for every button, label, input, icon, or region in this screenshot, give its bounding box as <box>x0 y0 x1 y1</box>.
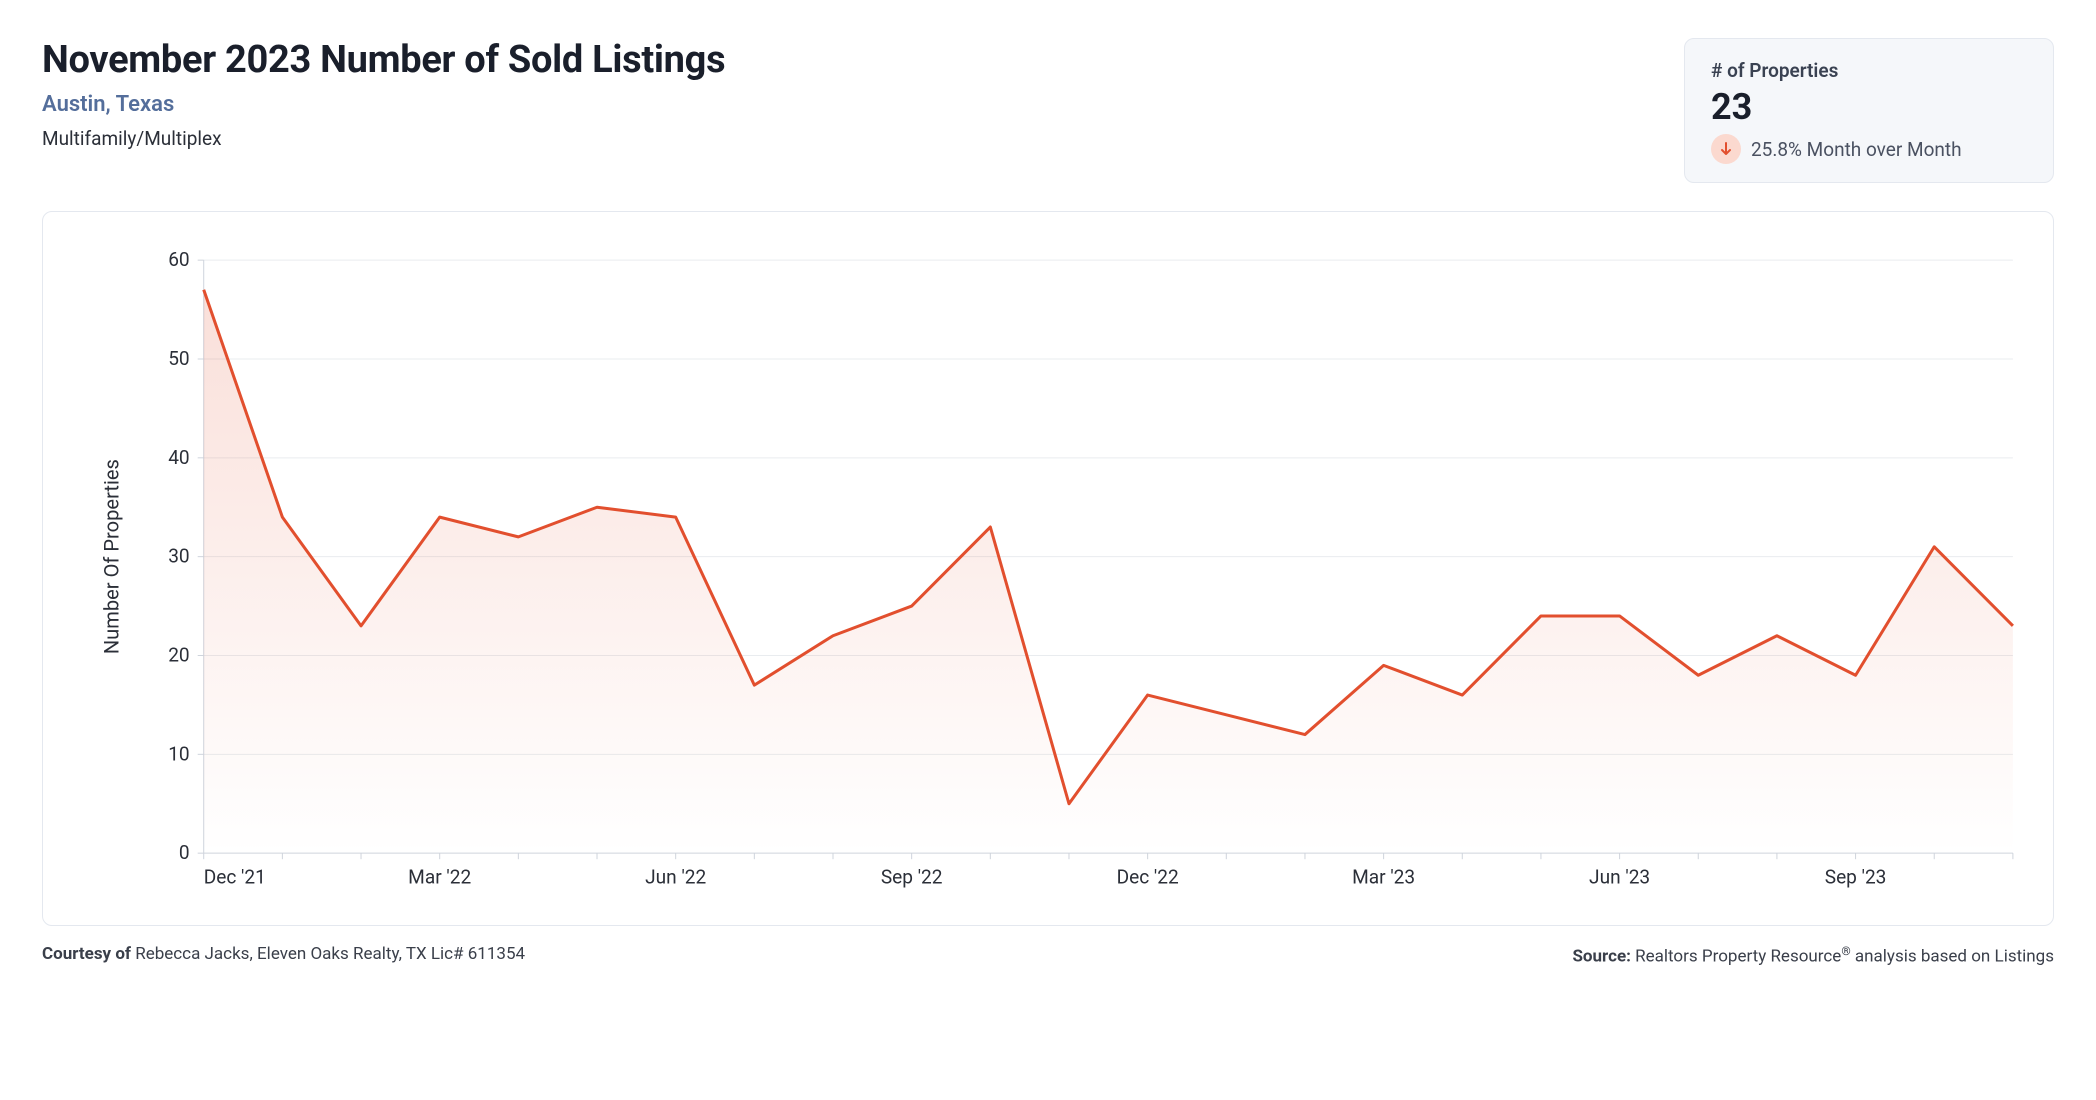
courtesy-label: Courtesy of <box>42 944 131 964</box>
sold-listings-chart: 0 10 20 30 40 50 60 Dec '21 Mar '22 Jun '22 Sep '2… <box>63 230 2033 913</box>
header-row: November 2023 Number of Sold Listings Au… <box>42 38 2054 183</box>
page-title: November 2023 Number of Sold Listings <box>42 38 1684 82</box>
stat-card: # of Properties 23 25.8% Month over Mont… <box>1684 38 2054 183</box>
stat-value: 23 <box>1711 86 2027 128</box>
location-subtitle: Austin, Texas <box>42 92 1684 117</box>
courtesy-value: Rebecca Jacks, Eleven Oaks Realty, TX Li… <box>131 944 525 964</box>
source-text: Source: Realtors Property Resource® anal… <box>1572 944 2054 967</box>
stat-change: 25.8% Month over Month <box>1711 134 2027 164</box>
svg-text:10: 10 <box>168 742 189 765</box>
svg-text:0: 0 <box>179 841 190 864</box>
down-arrow-icon <box>1711 134 1741 164</box>
svg-text:Mar '22: Mar '22 <box>408 865 471 888</box>
source-value: Realtors Property Resource <box>1631 947 1841 967</box>
svg-text:Dec '22: Dec '22 <box>1117 865 1179 888</box>
source-label: Source: <box>1572 947 1630 967</box>
source-suffix: analysis based on Listings <box>1851 947 2054 967</box>
footer: Courtesy of Rebecca Jacks, Eleven Oaks R… <box>42 944 2054 967</box>
svg-text:Number Of Properties: Number Of Properties <box>99 459 123 654</box>
chart-container: 0 10 20 30 40 50 60 Dec '21 Mar '22 Jun '22 Sep '2… <box>42 211 2054 926</box>
svg-text:Jun '23: Jun '23 <box>1589 865 1650 888</box>
svg-text:Mar '23: Mar '23 <box>1352 865 1415 888</box>
stat-label: # of Properties <box>1711 59 2027 82</box>
category-label: Multifamily/Multiplex <box>42 127 1684 150</box>
svg-text:60: 60 <box>168 248 189 271</box>
svg-text:Jun '22: Jun '22 <box>645 865 706 888</box>
registered-mark: ® <box>1841 944 1850 958</box>
svg-text:Dec '21: Dec '21 <box>204 865 266 888</box>
title-block: November 2023 Number of Sold Listings Au… <box>42 38 1684 150</box>
courtesy-text: Courtesy of Rebecca Jacks, Eleven Oaks R… <box>42 944 525 967</box>
stat-change-text: 25.8% Month over Month <box>1751 138 1962 161</box>
svg-text:Sep '23: Sep '23 <box>1825 865 1887 888</box>
svg-text:30: 30 <box>168 545 189 568</box>
svg-text:20: 20 <box>168 644 189 667</box>
svg-text:Sep '22: Sep '22 <box>881 865 943 888</box>
svg-text:40: 40 <box>168 446 189 469</box>
svg-text:50: 50 <box>168 347 189 370</box>
